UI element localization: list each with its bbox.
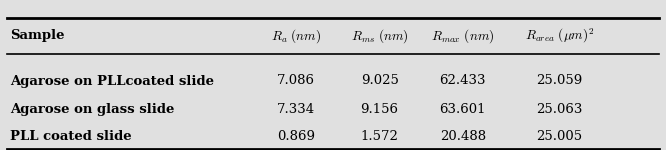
Text: 9.025: 9.025 bbox=[361, 75, 398, 87]
Text: 7.334: 7.334 bbox=[277, 103, 316, 116]
Text: 25.059: 25.059 bbox=[536, 75, 583, 87]
Text: 62.433: 62.433 bbox=[440, 75, 486, 87]
Text: 0.869: 0.869 bbox=[277, 130, 316, 143]
Text: 9.156: 9.156 bbox=[360, 103, 399, 116]
Text: Agarose on PLLcoated slide: Agarose on PLLcoated slide bbox=[10, 75, 214, 87]
Text: $R_{area}\ (\mathit{\mu m})^2$: $R_{area}\ (\mathit{\mu m})^2$ bbox=[525, 27, 594, 45]
Text: 20.488: 20.488 bbox=[440, 130, 486, 143]
Text: 7.086: 7.086 bbox=[277, 75, 316, 87]
Text: PLL coated slide: PLL coated slide bbox=[10, 130, 132, 143]
Text: 25.005: 25.005 bbox=[536, 130, 583, 143]
Text: $R_{ms}\ (\mathit{nm})$: $R_{ms}\ (\mathit{nm})$ bbox=[351, 27, 408, 45]
Text: $R_{max}\ (\mathit{nm})$: $R_{max}\ (\mathit{nm})$ bbox=[431, 27, 495, 45]
Text: Sample: Sample bbox=[10, 30, 65, 42]
Text: $R_a\ (\mathit{nm})$: $R_a\ (\mathit{nm})$ bbox=[271, 27, 322, 45]
Text: 63.601: 63.601 bbox=[440, 103, 486, 116]
Text: 1.572: 1.572 bbox=[361, 130, 398, 143]
Text: Agarose on glass slide: Agarose on glass slide bbox=[10, 103, 174, 116]
Text: 25.063: 25.063 bbox=[536, 103, 583, 116]
